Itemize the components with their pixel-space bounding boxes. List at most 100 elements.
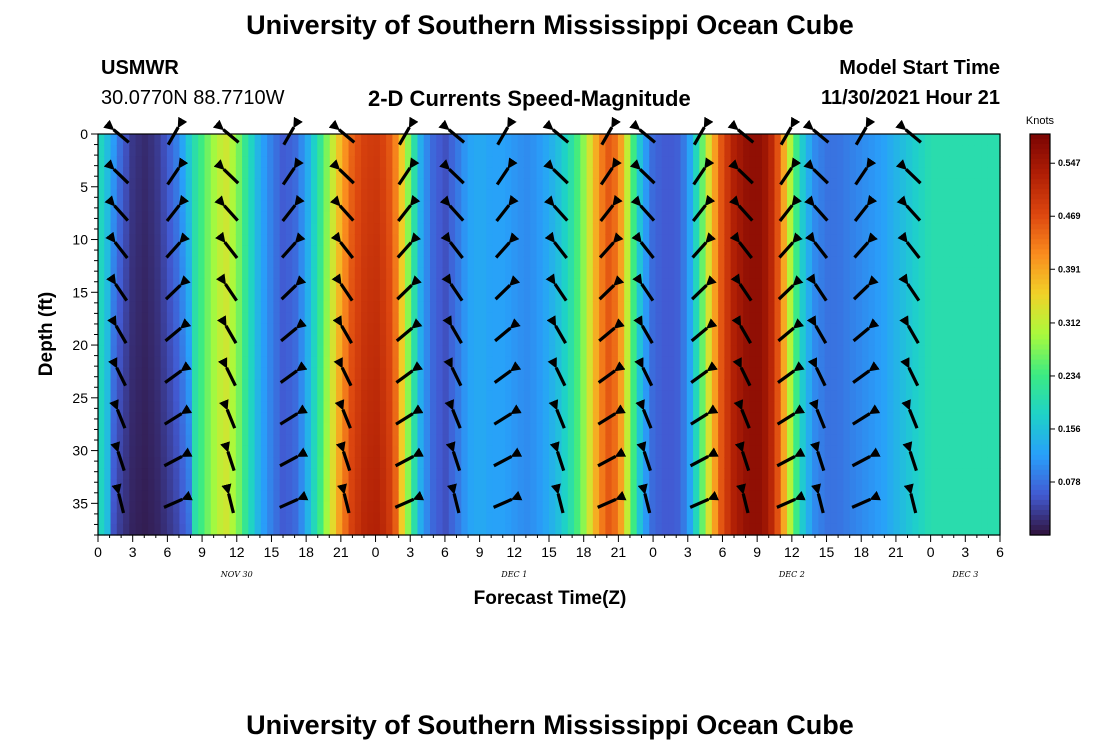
heatmap-cell: [912, 312, 920, 324]
heatmap-cell: [448, 189, 456, 202]
heatmap-cell: [260, 289, 268, 302]
heatmap-cell: [536, 323, 544, 336]
heatmap-cell: [505, 423, 513, 436]
heatmap-cell: [373, 289, 381, 302]
heatmap-cell: [830, 445, 838, 458]
heatmap-cell: [198, 134, 206, 146]
heatmap-cell: [292, 301, 300, 313]
heatmap-cell: [492, 390, 500, 402]
heatmap-cell: [423, 523, 431, 536]
heatmap-cell: [592, 200, 600, 213]
heatmap-cell: [116, 323, 124, 336]
heatmap-cell: [768, 301, 776, 313]
heatmap-cell: [711, 301, 719, 313]
heatmap-cell: [774, 512, 782, 525]
heatmap-cell: [574, 211, 581, 224]
heatmap-cell: [724, 379, 732, 391]
heatmap-cell: [586, 189, 594, 202]
heatmap-cell: [642, 134, 650, 146]
heatmap-cell: [624, 468, 632, 480]
heatmap-cell: [342, 145, 350, 157]
heatmap-cell: [649, 234, 657, 246]
heatmap-cell: [943, 356, 951, 369]
heatmap-cell: [160, 356, 168, 369]
heatmap-cell: [179, 356, 187, 369]
heatmap-cell: [442, 211, 450, 224]
heatmap-cell: [429, 323, 437, 336]
heatmap-cell: [693, 178, 700, 191]
heatmap-cell: [874, 301, 882, 313]
heatmap-cell: [561, 178, 569, 191]
heatmap-cell: [129, 289, 137, 302]
heatmap-cell: [210, 490, 218, 503]
heatmap-cell: [649, 523, 657, 536]
heatmap-cell: [461, 234, 469, 246]
heatmap-cell: [279, 156, 287, 169]
heatmap-cell: [310, 234, 318, 246]
heatmap-cell: [523, 523, 531, 536]
heatmap-cell: [210, 301, 218, 313]
heatmap-cell: [736, 301, 744, 313]
heatmap-cell: [699, 301, 707, 313]
heatmap-cell: [605, 145, 613, 157]
heatmap-cell: [429, 457, 437, 469]
heatmap-cell: [285, 501, 293, 514]
heatmap-cell: [530, 468, 538, 480]
heatmap-cell: [141, 223, 149, 235]
heatmap-cell: [592, 401, 600, 414]
heatmap-cell: [931, 167, 938, 180]
heatmap-cell: [567, 134, 575, 146]
heatmap-cell: [505, 156, 513, 169]
heatmap-cell: [542, 334, 550, 347]
heatmap-cell: [317, 367, 325, 380]
heatmap-cell: [837, 501, 844, 514]
heatmap-cell: [711, 434, 719, 447]
heatmap-cell: [805, 134, 813, 146]
heatmap-cell: [210, 134, 218, 146]
heatmap-cell: [417, 490, 425, 503]
heatmap-cell: [254, 223, 262, 235]
heatmap-cell: [755, 512, 763, 525]
heatmap-cell: [279, 189, 287, 202]
heatmap-cell: [536, 245, 544, 258]
heatmap-cell: [342, 323, 350, 336]
heatmap-cell: [924, 412, 932, 425]
heatmap-cell: [868, 234, 876, 246]
heatmap-cell: [862, 134, 870, 146]
heatmap-cell: [749, 434, 757, 447]
heatmap-cell: [423, 189, 431, 202]
heatmap-cell: [636, 312, 644, 324]
heatmap-cell: [304, 412, 312, 425]
heatmap-cell: [918, 245, 926, 258]
heatmap-cell: [467, 445, 475, 458]
heatmap-cell: [630, 189, 638, 202]
heatmap-cell: [617, 490, 625, 503]
heatmap-cell: [285, 256, 293, 269]
heatmap-cell: [843, 156, 851, 169]
heatmap-cell: [887, 457, 895, 469]
heatmap-cell: [724, 312, 732, 324]
heatmap-cell: [761, 312, 769, 324]
heatmap-cell: [298, 445, 306, 458]
heatmap-cell: [242, 445, 249, 458]
heatmap-cell: [298, 200, 306, 213]
heatmap-cell: [511, 356, 519, 369]
heatmap-cell: [567, 401, 575, 414]
heatmap-cell: [724, 134, 732, 146]
heatmap-cell: [918, 178, 926, 191]
heatmap-cell: [605, 301, 613, 313]
heatmap-cell: [511, 278, 519, 291]
heatmap-cell: [549, 178, 556, 191]
heatmap-cell: [141, 512, 149, 525]
heatmap-cell: [386, 501, 393, 514]
heatmap-cell: [580, 334, 588, 347]
heatmap-cell: [354, 390, 362, 402]
heatmap-cell: [730, 323, 738, 336]
heatmap-cell: [429, 278, 437, 291]
heatmap-cell: [160, 200, 168, 213]
heatmap-cell: [310, 390, 318, 402]
heatmap-cell: [505, 501, 513, 514]
heatmap-cell: [818, 334, 826, 347]
heatmap-cell: [949, 412, 957, 425]
heatmap-cell: [542, 379, 550, 391]
